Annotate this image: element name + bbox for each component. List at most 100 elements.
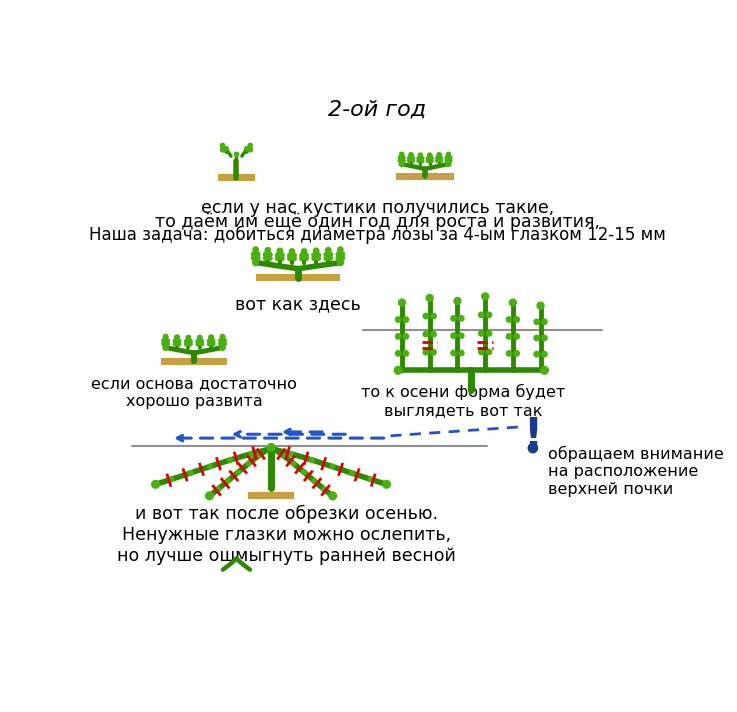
Circle shape bbox=[226, 478, 231, 483]
Circle shape bbox=[514, 317, 520, 323]
Circle shape bbox=[458, 333, 464, 338]
Circle shape bbox=[207, 339, 211, 342]
Circle shape bbox=[175, 335, 179, 340]
Circle shape bbox=[166, 342, 170, 345]
Circle shape bbox=[209, 335, 214, 340]
Circle shape bbox=[426, 295, 433, 301]
Circle shape bbox=[411, 157, 414, 159]
Circle shape bbox=[336, 256, 340, 260]
Text: то даём им ещё один год для роста и развития,: то даём им ещё один год для роста и разв… bbox=[155, 212, 600, 231]
Circle shape bbox=[506, 317, 511, 323]
Circle shape bbox=[300, 253, 304, 257]
Circle shape bbox=[408, 159, 411, 162]
Circle shape bbox=[291, 461, 296, 466]
Circle shape bbox=[421, 157, 424, 159]
Circle shape bbox=[208, 464, 212, 468]
Circle shape bbox=[312, 253, 315, 257]
Circle shape bbox=[439, 157, 442, 159]
Circle shape bbox=[431, 332, 436, 337]
Circle shape bbox=[212, 342, 215, 345]
Circle shape bbox=[196, 342, 200, 346]
Circle shape bbox=[198, 335, 202, 340]
Circle shape bbox=[251, 256, 255, 260]
Circle shape bbox=[280, 253, 284, 257]
Circle shape bbox=[349, 471, 354, 476]
Bar bbox=[161, 357, 227, 365]
Circle shape bbox=[249, 451, 254, 456]
Circle shape bbox=[478, 330, 484, 336]
Circle shape bbox=[293, 253, 296, 257]
Text: Наша задача: добиться диаметра лозы за 4-ым глазком 12-15 мм: Наша задача: добиться диаметра лозы за 4… bbox=[89, 226, 666, 244]
Circle shape bbox=[277, 248, 282, 253]
Circle shape bbox=[288, 451, 293, 456]
Circle shape bbox=[451, 315, 456, 321]
Circle shape bbox=[398, 156, 402, 159]
Circle shape bbox=[268, 256, 272, 260]
Circle shape bbox=[458, 350, 464, 356]
Circle shape bbox=[403, 317, 408, 323]
Circle shape bbox=[451, 350, 456, 356]
Circle shape bbox=[219, 339, 222, 342]
Circle shape bbox=[162, 342, 165, 345]
Circle shape bbox=[528, 444, 537, 453]
Circle shape bbox=[301, 470, 307, 474]
Circle shape bbox=[431, 313, 436, 319]
Circle shape bbox=[514, 334, 520, 339]
Circle shape bbox=[281, 453, 285, 458]
Circle shape bbox=[418, 153, 422, 157]
Circle shape bbox=[449, 159, 452, 162]
Circle shape bbox=[163, 345, 168, 350]
Bar bbox=[218, 174, 255, 182]
Circle shape bbox=[447, 152, 450, 157]
Circle shape bbox=[185, 340, 188, 343]
Circle shape bbox=[439, 159, 442, 162]
Circle shape bbox=[189, 340, 192, 343]
Circle shape bbox=[437, 152, 441, 157]
Circle shape bbox=[445, 159, 448, 162]
Circle shape bbox=[329, 492, 337, 500]
Circle shape bbox=[514, 351, 520, 356]
Circle shape bbox=[402, 159, 405, 162]
Circle shape bbox=[430, 159, 433, 162]
Circle shape bbox=[253, 259, 259, 266]
Circle shape bbox=[188, 471, 193, 476]
Circle shape bbox=[304, 257, 308, 261]
Circle shape bbox=[540, 367, 548, 375]
Bar bbox=[248, 493, 294, 499]
Circle shape bbox=[399, 162, 404, 167]
Circle shape bbox=[248, 147, 253, 152]
Circle shape bbox=[399, 299, 405, 306]
Circle shape bbox=[330, 464, 335, 468]
Circle shape bbox=[185, 342, 188, 346]
Circle shape bbox=[486, 330, 492, 336]
Circle shape bbox=[423, 350, 428, 355]
Bar bbox=[397, 173, 454, 179]
Text: если основа достаточно
хорошо развита: если основа достаточно хорошо развита bbox=[91, 377, 297, 409]
Circle shape bbox=[458, 315, 464, 321]
Circle shape bbox=[436, 159, 439, 162]
Circle shape bbox=[256, 252, 260, 256]
Circle shape bbox=[427, 159, 430, 162]
Circle shape bbox=[408, 157, 411, 159]
Circle shape bbox=[506, 351, 511, 356]
Circle shape bbox=[423, 332, 428, 337]
Circle shape bbox=[431, 350, 436, 355]
Circle shape bbox=[219, 342, 222, 345]
Circle shape bbox=[338, 259, 343, 266]
Circle shape bbox=[264, 253, 268, 256]
Circle shape bbox=[430, 157, 433, 159]
Circle shape bbox=[268, 253, 272, 256]
Circle shape bbox=[396, 317, 401, 323]
Circle shape bbox=[403, 334, 408, 339]
Circle shape bbox=[310, 458, 315, 462]
Circle shape bbox=[322, 487, 326, 491]
Circle shape bbox=[340, 256, 345, 260]
Circle shape bbox=[304, 253, 308, 257]
Circle shape bbox=[399, 152, 404, 157]
Circle shape bbox=[478, 349, 484, 355]
Circle shape bbox=[427, 157, 430, 159]
Circle shape bbox=[421, 159, 424, 162]
Text: если у нас кустики получились такие,: если у нас кустики получились такие, bbox=[200, 199, 554, 217]
Circle shape bbox=[482, 293, 489, 300]
Circle shape bbox=[324, 253, 328, 256]
